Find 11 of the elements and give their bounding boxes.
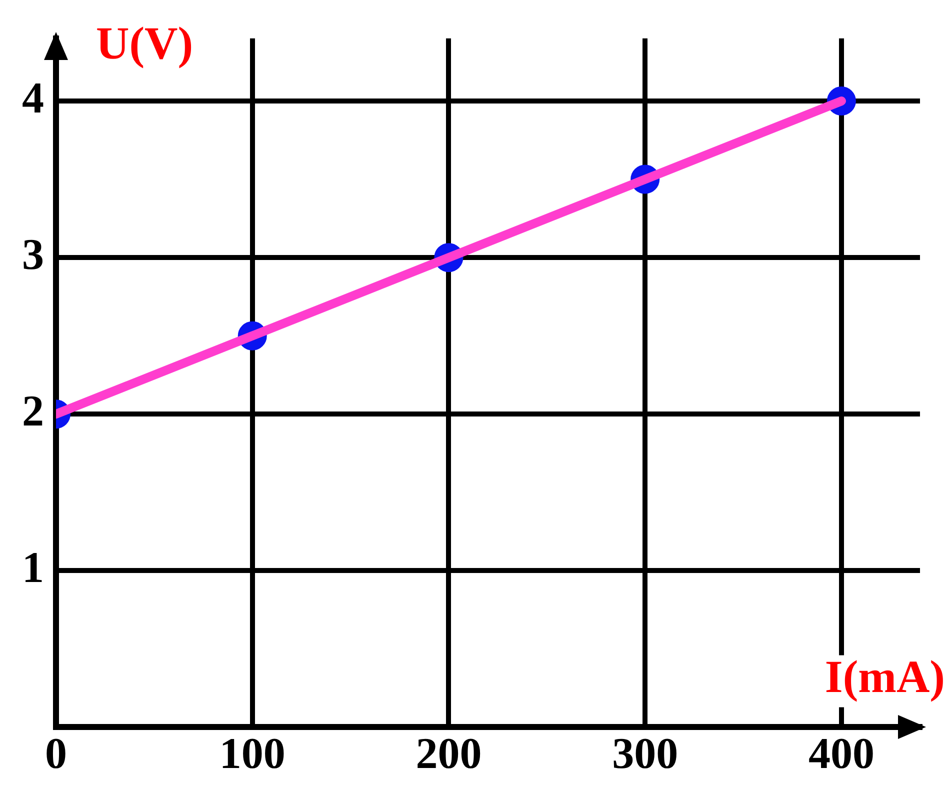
x-tick-label: 400 <box>808 728 874 778</box>
y-tick-label: 1 <box>22 543 44 592</box>
y-tick-label: 2 <box>22 386 44 436</box>
x-tick-label: 100 <box>219 728 286 778</box>
x-axis-title: I(mA) <box>824 651 945 702</box>
x-tick-label: 200 <box>416 728 482 778</box>
y-axis-title: U(V) <box>96 17 194 68</box>
y-tick-label: 3 <box>22 230 44 279</box>
y-tick-label: 4 <box>22 73 44 122</box>
x-tick-label: 0 <box>45 728 67 778</box>
x-tick-label: 300 <box>612 728 678 778</box>
